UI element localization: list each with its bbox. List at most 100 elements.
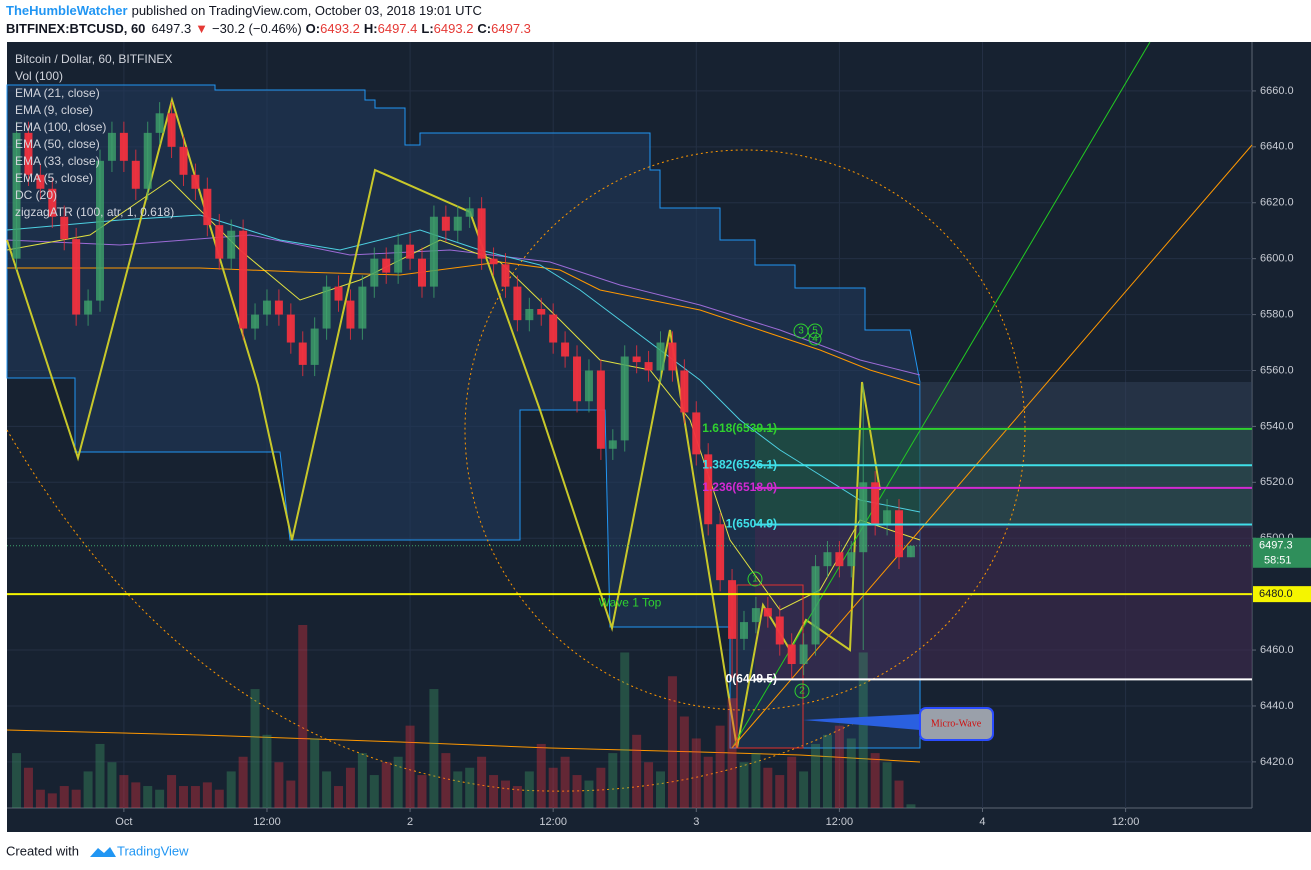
volume-bar [775,775,785,808]
volume-bar [560,756,570,808]
quote-value: 6497.4 [378,21,418,36]
footer-brand[interactable]: TradingView [117,843,189,858]
micro-box [736,584,804,749]
volume-bar [656,771,666,808]
volume-bar [286,780,296,808]
wave-circle [747,571,763,587]
volume-bar [334,786,344,808]
volume-bar [763,767,773,808]
legend-item: EMA (5, close) [15,171,93,185]
quote-key: O: [306,21,320,36]
legend-item: Vol (100) [15,69,63,83]
volume-bar [894,780,904,808]
volume-bar [250,689,260,808]
candle-body [465,208,474,217]
candle-body [155,113,164,133]
x-tick-label: 3 [693,816,699,828]
candle-body [644,362,653,371]
marks: 1.618(6539.1) 1.382(6526.1) 1.236(6518.0) 1… [7,102,1252,808]
candle-body [215,225,224,259]
candle-body [358,286,367,329]
fib-label: 1.618(6539.1) [702,421,777,435]
fib-label: 1(6504.9) [726,517,777,531]
volume-bar [811,743,821,808]
fib-label: 1.382(6526.1) [702,457,777,471]
volume-bar [71,789,81,808]
volume-bar [322,771,332,808]
shade [920,382,1252,528]
quote-value: 6493.2 [434,21,474,36]
zigzag [6,96,881,749]
candle-body [394,244,403,273]
candle-body [84,300,93,315]
y-tick-label: 6600.0 [1260,253,1294,265]
x-tick-label: 12:00 [1112,816,1140,828]
volume-bar [214,789,224,808]
fib-circle [464,149,1026,711]
candle-body [441,216,450,231]
price-tag [1253,586,1311,603]
volume-bar [119,775,129,808]
countdown: 58:51 [1264,555,1292,567]
legend-item: EMA (50, close) [15,137,100,151]
time-axis-bg [7,808,1311,832]
wave-circle [808,332,822,346]
volume-bar [596,767,606,808]
candle-body [60,216,69,240]
y-tick-label: 6560.0 [1260,364,1294,376]
candle-body [251,314,260,329]
volume-bar [453,771,463,808]
volume-bar [465,767,475,808]
volume-bar [703,756,713,808]
candle-body [262,300,271,315]
volume-bar [131,782,141,808]
volume-bar [167,775,177,808]
candle-body [107,132,116,161]
h-line-text: Wave 1 Top [599,595,662,609]
volume-bar [47,793,57,808]
candle-body [370,258,379,287]
volume-bar [834,725,844,808]
volume-bar [536,743,546,808]
volume-bar [12,753,22,808]
quote-value: 6497.3 [491,21,531,36]
volume-bar [787,756,797,808]
volume-bar [620,652,630,808]
candle-body [584,370,593,402]
x-tick-label: 2 [407,816,413,828]
candle-body [131,160,140,189]
candle-body [680,370,689,413]
wave-circle [807,323,823,339]
volume-ma [6,729,921,763]
candle-body [728,580,737,639]
volume-bar [500,780,510,808]
volume-bar [715,725,725,808]
x-tick-label: Oct [115,816,132,828]
candle-body [751,608,760,623]
candle-body [537,308,546,315]
volume-bar [357,753,367,808]
volume-bar [274,762,284,808]
volume-bar [226,771,236,808]
last-price-text: 6497.3 [1259,540,1293,552]
candle-body [72,239,81,315]
candle-body [167,113,176,147]
candle-body [513,286,522,321]
volume-bar [441,753,451,808]
trend-line [731,41,1151,749]
candle-body [453,216,462,231]
volume-bar [584,780,594,808]
fib-zone-lower [755,523,1252,680]
candle-body [704,454,713,525]
trend-line [731,144,1253,749]
volume-bar [846,738,856,808]
quote-key: C: [477,21,491,36]
published: published on TradingView.com, October 03… [132,3,482,18]
volume-bar [429,689,439,808]
candle-body [24,132,33,175]
footer-created: Created with [6,843,79,858]
candle-body [561,342,570,357]
candle-body [620,356,629,441]
candle-body [549,314,558,343]
